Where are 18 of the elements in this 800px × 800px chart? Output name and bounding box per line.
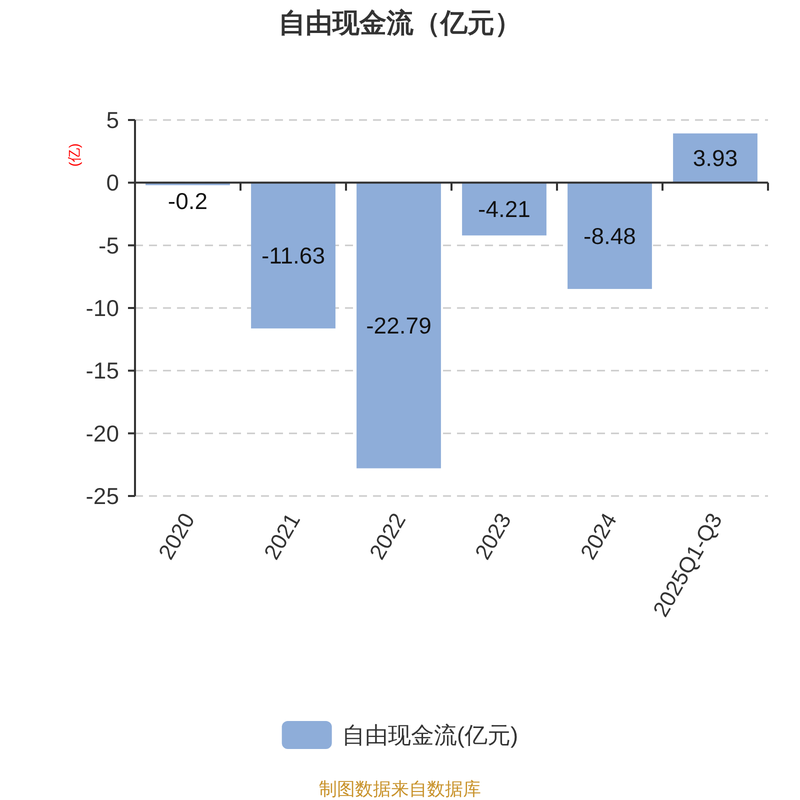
data-label: -11.63 [261,242,326,269]
y-tick-label: 0 [106,170,119,196]
chart-title: 自由现金流（亿元） [278,8,522,38]
y-tick-label: -15 [86,358,119,384]
legend-label: 自由现金流(亿元) [342,722,518,748]
data-label: -0.2 [168,188,208,214]
data-label: -8.48 [584,222,636,249]
legend: 自由现金流(亿元) [282,721,518,749]
data-label: 3.93 [692,145,738,172]
y-tick-label: 5 [106,107,119,133]
data-label: -22.79 [366,312,432,338]
y-tick-label: -10 [86,295,119,321]
y-tick-label: -5 [98,232,119,258]
y-tick-label: -20 [86,420,119,446]
data-label: -4.21 [478,196,530,222]
text: 制图数据来自数据库 [319,779,481,799]
y-tick-label: -25 [86,483,119,509]
y-axis-title: (亿) [66,143,82,167]
